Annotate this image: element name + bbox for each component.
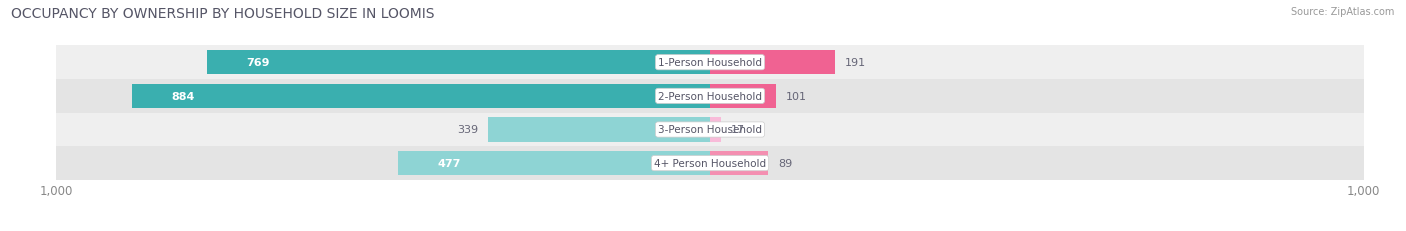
Text: 89: 89 (778, 158, 792, 168)
Bar (207, 51, 710, 75)
Text: 17: 17 (731, 125, 745, 135)
Text: 477: 477 (437, 158, 461, 168)
Text: 101: 101 (786, 91, 807, 101)
Text: 1-Person Household: 1-Person Household (658, 58, 762, 68)
Text: OCCUPANCY BY OWNERSHIP BY HOUSEHOLD SIZE IN LOOMIS: OCCUPANCY BY OWNERSHIP BY HOUSEHOLD SIZE… (11, 7, 434, 21)
Bar (56, 147, 1364, 180)
Text: 884: 884 (172, 91, 194, 101)
Text: 339: 339 (457, 125, 478, 135)
Text: 4+ Person Household: 4+ Person Household (654, 158, 766, 168)
Bar (56, 80, 1364, 113)
Bar (56, 46, 1364, 80)
Bar (488, 118, 710, 142)
Bar (710, 84, 776, 109)
Text: Source: ZipAtlas.com: Source: ZipAtlas.com (1291, 7, 1395, 17)
Bar (710, 118, 721, 142)
Text: 769: 769 (246, 58, 270, 68)
Text: 2-Person Household: 2-Person Household (658, 91, 762, 101)
Bar (56, 113, 1364, 147)
Text: 191: 191 (845, 58, 866, 68)
Bar (398, 151, 710, 176)
Bar (132, 84, 710, 109)
Bar (710, 51, 835, 75)
Text: 3-Person Household: 3-Person Household (658, 125, 762, 135)
Bar (710, 151, 768, 176)
